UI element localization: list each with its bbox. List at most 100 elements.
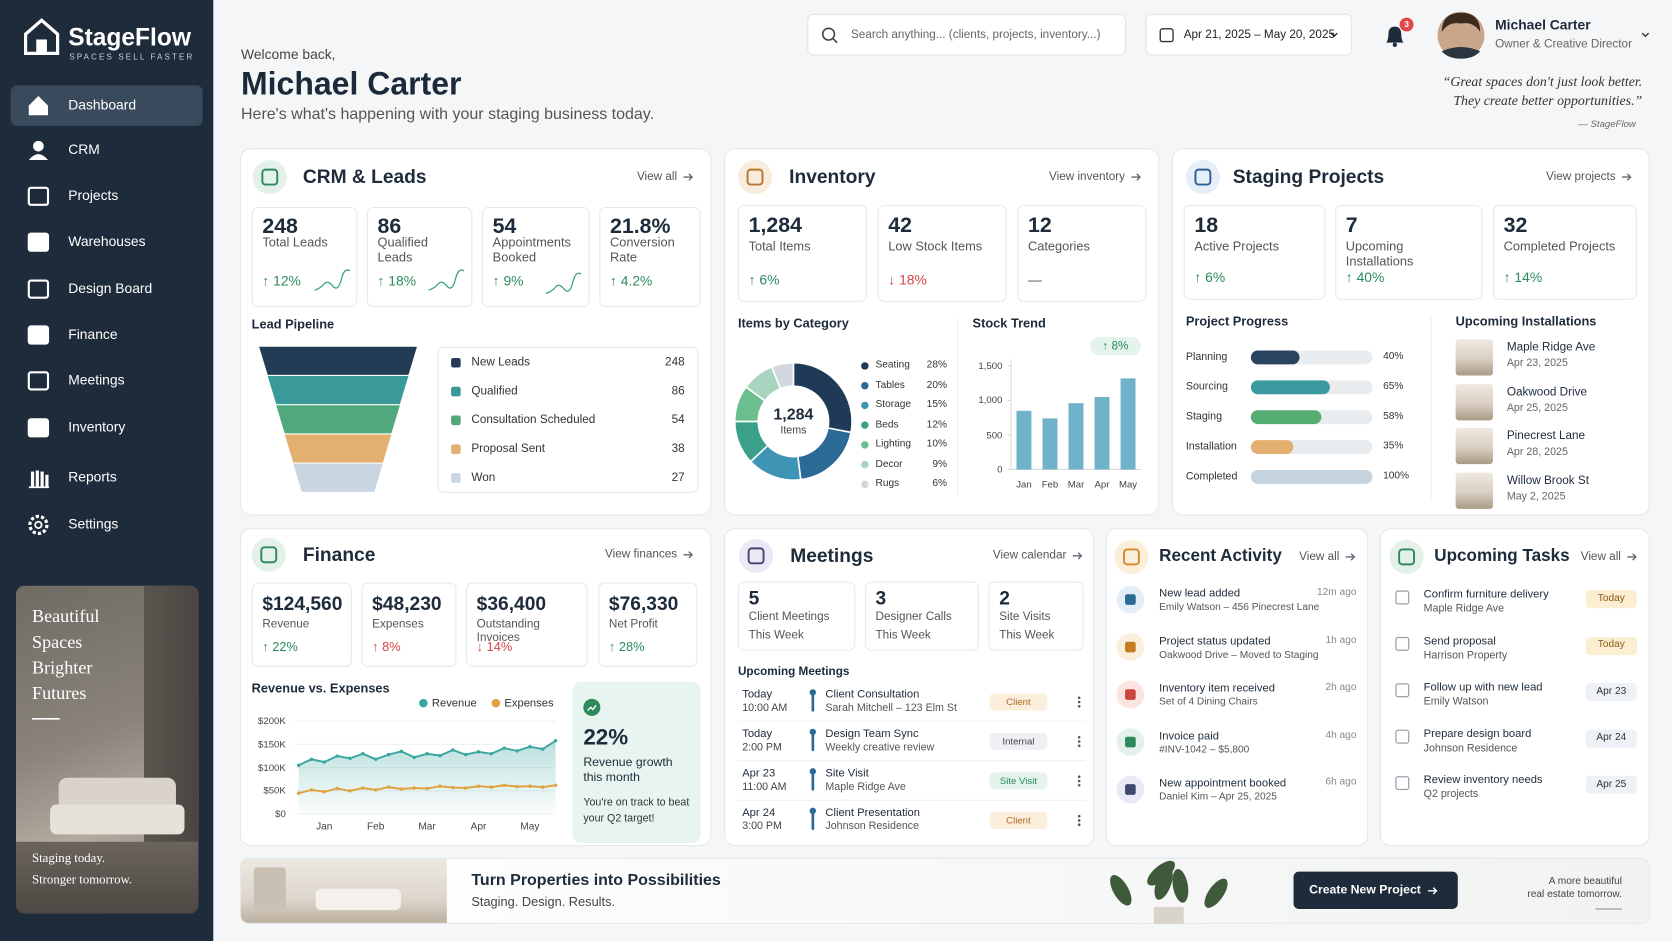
kpi-label: Active Projects xyxy=(1194,238,1279,254)
legend-value: 54 xyxy=(671,413,685,427)
kpi-label: Completed Projects xyxy=(1503,238,1616,254)
kpi-label: Designer Calls xyxy=(875,610,952,624)
kpi-value: 12 xyxy=(1028,213,1052,238)
kpi-value: 7 xyxy=(1345,213,1358,238)
kpi-sub: This Week xyxy=(999,629,1055,642)
promo-text: Beautiful xyxy=(31,606,100,627)
y-tick-label: $100K xyxy=(258,762,286,773)
nav-item[interactable]: Reports xyxy=(68,468,117,485)
kpi-value: 42 xyxy=(888,213,913,238)
meeting-date: Today xyxy=(742,727,773,741)
x-tick-label: Mar xyxy=(418,821,436,833)
promo-text: Brighter xyxy=(31,657,93,678)
banner-subtitle: Staging. Design. Results. xyxy=(471,894,616,910)
value-label: 100% xyxy=(1383,470,1410,482)
legend-label: Beds xyxy=(875,418,899,431)
banner-title: Turn Properties into Possibilities xyxy=(471,870,721,890)
card-link[interactable]: View finances xyxy=(604,548,678,561)
kpi-change: ↓ 18% xyxy=(888,271,927,288)
card-title: CRM & Leads xyxy=(302,166,427,188)
chart-title: Items by Category xyxy=(737,315,849,331)
nav-item[interactable]: Dashboard xyxy=(68,96,137,113)
kpi-box xyxy=(1017,204,1147,302)
card-title: Inventory xyxy=(789,166,876,188)
kpi-value: 3 xyxy=(875,587,887,609)
insight-value: 22% xyxy=(583,725,629,750)
section-title: Upcoming Installations xyxy=(1455,313,1597,329)
card-link[interactable]: View all xyxy=(636,170,678,184)
kpi-value: 18 xyxy=(1194,213,1219,238)
brand-name: StageFlow xyxy=(68,23,191,51)
activity-detail: #INV-1042 – $5,800 xyxy=(1159,743,1250,756)
trend-badge-text: ↑ 8% xyxy=(1102,339,1129,353)
nav-item[interactable]: Projects xyxy=(68,187,119,204)
meeting-tag-text: Site Visit xyxy=(999,775,1037,787)
installation-name: Pinecrest Lane xyxy=(1506,430,1586,443)
y-tick-label: $150K xyxy=(258,738,286,750)
banner-image xyxy=(241,858,447,923)
chevron xyxy=(1641,32,1650,38)
nav-item[interactable]: Inventory xyxy=(68,418,126,435)
progress-label: Installation xyxy=(1185,440,1237,453)
nav-item[interactable]: Design Board xyxy=(68,280,153,297)
nav-item[interactable]: Meetings xyxy=(68,371,125,388)
card-link[interactable]: View all xyxy=(1299,550,1340,563)
activity-time: 6h ago xyxy=(1325,776,1357,788)
quote: “Great spaces don't just look better. xyxy=(1442,73,1643,90)
nav-item[interactable]: Finance xyxy=(68,325,118,342)
card-link[interactable]: View inventory xyxy=(1048,170,1126,184)
user-role: Owner & Creative Director xyxy=(1495,38,1632,51)
installation-thumb xyxy=(1455,428,1493,465)
kpi-label: Appointments Booked xyxy=(492,234,571,265)
kpi-label: Expenses xyxy=(372,617,424,631)
legend-label: Lighting xyxy=(875,438,912,450)
meeting-tag-text: Client xyxy=(1006,814,1031,826)
card-title: Recent Activity xyxy=(1159,547,1282,566)
task-due-badge xyxy=(1585,775,1637,794)
date-picker[interactable] xyxy=(1145,13,1353,56)
value-label: 6% xyxy=(932,477,947,490)
meeting-date: Apr 23 xyxy=(742,767,776,780)
value-label: 9% xyxy=(932,457,947,470)
card-title: Meetings xyxy=(790,544,874,567)
x-tick-label: May xyxy=(520,821,540,833)
kpi-box xyxy=(366,206,473,308)
nav-item[interactable]: CRM xyxy=(68,141,100,158)
meeting-title: Design Team Sync xyxy=(825,727,919,741)
card-link[interactable]: View all xyxy=(1580,550,1621,563)
kpi-value: 86 xyxy=(377,214,402,239)
legend-label: Rugs xyxy=(875,477,900,490)
promo-image xyxy=(15,585,199,914)
activity-detail: Oakwood Drive – Moved to Staging xyxy=(1159,648,1319,661)
card-link[interactable]: View calendar xyxy=(992,549,1067,562)
meeting-tag xyxy=(989,772,1048,790)
card-link[interactable]: View projects xyxy=(1546,170,1616,184)
brand-tagline: SPACES SELL FASTER xyxy=(69,51,195,62)
kpi-box xyxy=(361,582,457,667)
y-tick-label: 0 xyxy=(997,463,1003,475)
kpi-box xyxy=(988,581,1084,651)
nav-item[interactable]: Warehouses xyxy=(68,233,146,250)
value-label: 12% xyxy=(926,418,947,431)
bell-clapper xyxy=(1392,42,1397,47)
installation-date: Apr 28, 2025 xyxy=(1506,446,1568,459)
avatar-hair xyxy=(1441,12,1481,33)
meeting-tag xyxy=(989,811,1048,829)
value-label: 20% xyxy=(926,378,947,391)
promo-footer: Stronger tomorrow. xyxy=(31,871,133,887)
search-box[interactable] xyxy=(807,13,1127,56)
avatar-shirt xyxy=(1441,46,1481,59)
kpi-label: Low Stock Items xyxy=(888,238,983,254)
meeting-date: Apr 24 xyxy=(742,806,776,820)
nav-item[interactable]: Settings xyxy=(68,515,119,532)
funnel-legend-box xyxy=(437,346,699,493)
installation-name: Maple Ridge Ave xyxy=(1506,341,1596,354)
kpi-label: Client Meetings xyxy=(748,610,830,624)
meeting-time: 10:00 AM xyxy=(742,702,788,715)
promo-text: Spaces xyxy=(31,631,83,653)
trend-badge xyxy=(1089,337,1142,356)
y-tick-label: $50K xyxy=(263,785,286,796)
button-label[interactable]: Create New Project xyxy=(1309,883,1421,897)
kpi-value: $36,400 xyxy=(476,592,547,615)
value-label: 28% xyxy=(926,359,947,371)
